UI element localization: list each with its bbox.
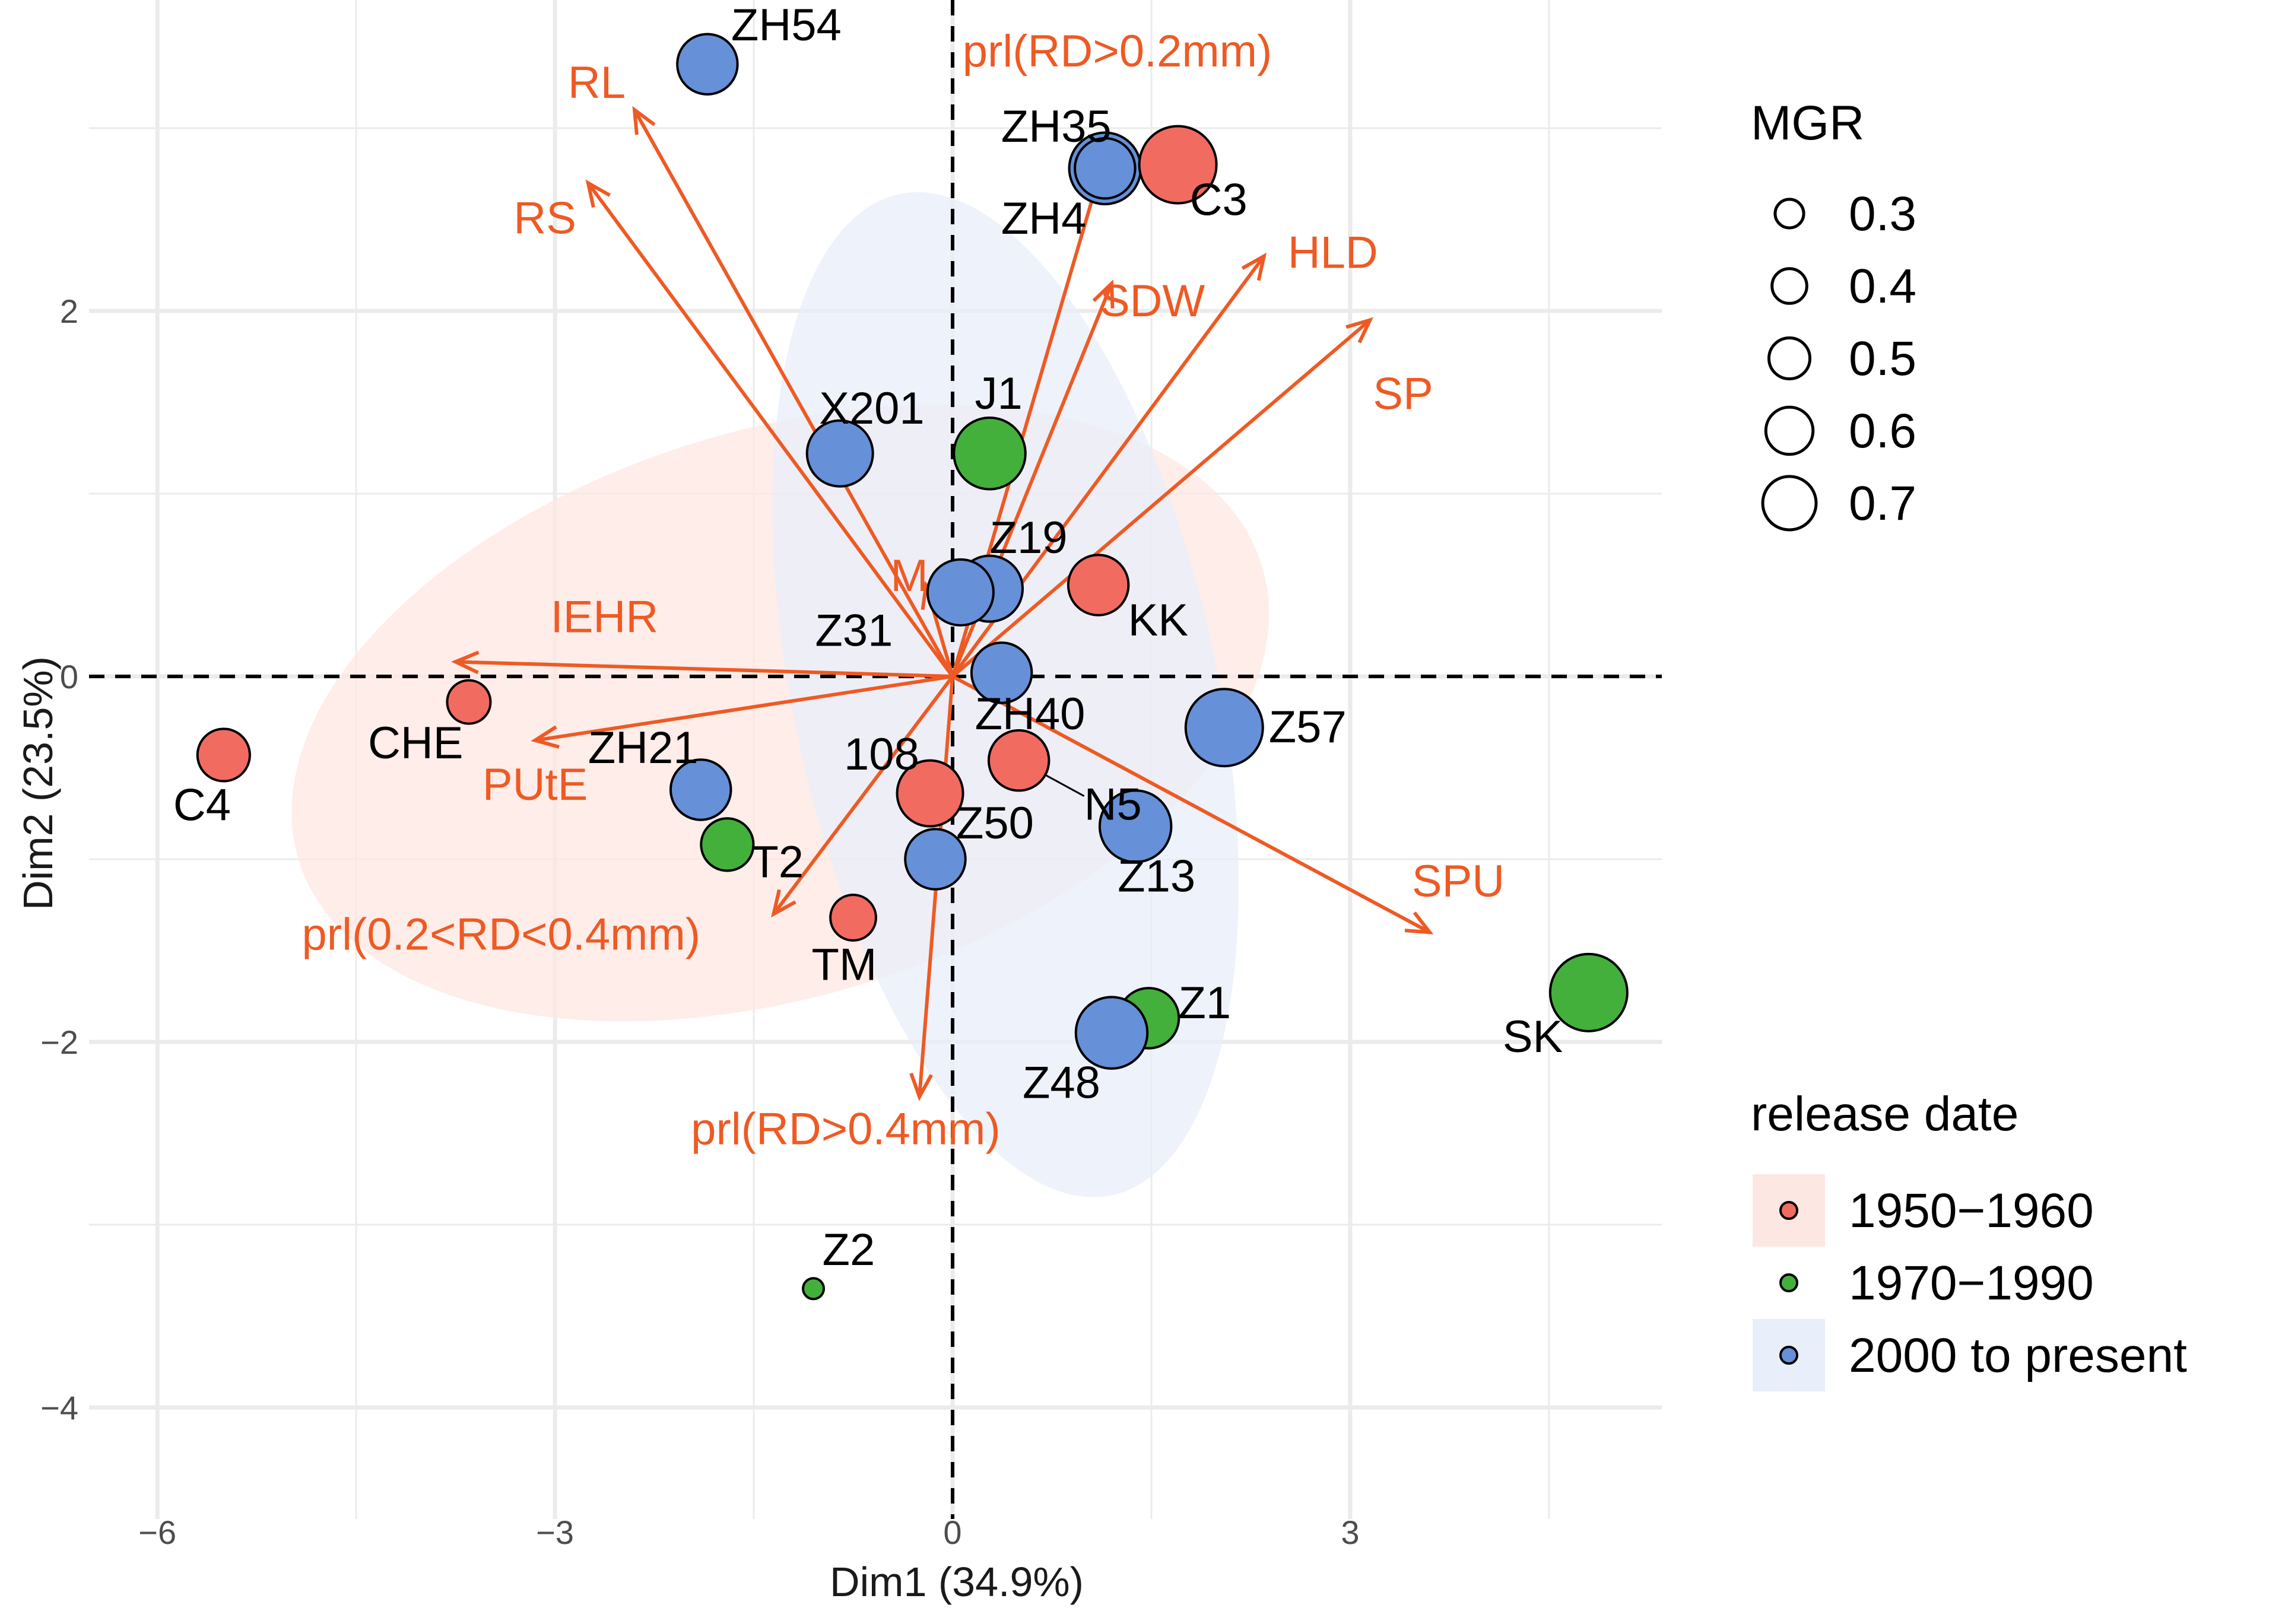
arrow-SP xyxy=(951,317,1373,678)
point-label: Z31 xyxy=(815,605,893,656)
size-legend-label: 0.6 xyxy=(1849,404,1916,458)
point-Z2 xyxy=(802,1277,826,1301)
size-legend-key xyxy=(1761,475,1818,532)
point-label: T2 xyxy=(751,837,804,887)
y-tick-label: 0 xyxy=(60,658,78,695)
variable-label: RS xyxy=(513,193,576,243)
color-legend-label: 1950−1960 xyxy=(1849,1184,2094,1238)
size-legend-label: 0.5 xyxy=(1849,332,1916,386)
color-legend-label: 2000 to present xyxy=(1849,1329,2187,1383)
size-legend-label: 0.3 xyxy=(1849,187,1916,241)
point-X201 xyxy=(805,419,874,488)
x-axis-title: Dim1 (34.9%) xyxy=(830,1559,1084,1605)
color-legend-label: 1970−1990 xyxy=(1849,1256,2094,1310)
point-label: Z1 xyxy=(1178,978,1231,1028)
point-SK xyxy=(1548,952,1629,1032)
point-KK xyxy=(1067,554,1130,616)
point-label: ZH4 xyxy=(1001,193,1087,244)
point-label: ZH35 xyxy=(1001,101,1112,152)
size-legend-key xyxy=(1770,267,1808,305)
x-tick-label: −3 xyxy=(536,1514,574,1551)
size-legend-key xyxy=(1764,405,1815,456)
y-tick-label: −2 xyxy=(40,1024,78,1061)
color-legend-title: release date xyxy=(1751,1087,2019,1141)
arrow-RL xyxy=(632,106,954,678)
color-legend-key xyxy=(1779,1273,1798,1292)
point-label: ZH54 xyxy=(731,0,842,50)
variable-label: IEHR xyxy=(551,592,659,642)
variable-label: RL xyxy=(568,58,626,108)
y-tick-label: 2 xyxy=(60,293,78,330)
individual-points xyxy=(196,33,1629,1301)
point-label: N5 xyxy=(1084,780,1142,830)
legend: MGR release date 0.3 0.4 0.5 0.6 0.7 1950−196… xyxy=(1751,96,2187,1391)
point-label: TM xyxy=(812,940,877,990)
y-tick-label: −4 xyxy=(40,1389,78,1426)
x-tick-label: −6 xyxy=(138,1514,176,1551)
size-legend-label: 0.7 xyxy=(1849,476,1916,530)
variable-label: M xyxy=(890,551,928,601)
point-label: Z48 xyxy=(1023,1058,1100,1108)
size-legend-title: MGR xyxy=(1751,96,1864,150)
point-label: Z57 xyxy=(1269,702,1347,752)
point-label: Z13 xyxy=(1118,851,1195,902)
point-J1 xyxy=(953,416,1027,491)
point-label: C3 xyxy=(1190,175,1248,225)
point-CHE xyxy=(446,679,492,725)
point-Z48 xyxy=(1074,996,1149,1070)
point-label: Z19 xyxy=(990,513,1068,563)
y-axis-title: Dim2 (23.5%) xyxy=(15,656,61,910)
point-label: SK xyxy=(1503,1012,1563,1062)
zero-lines xyxy=(89,0,1662,1519)
variable-label: SP xyxy=(1373,368,1433,419)
variable-arrows: RL RS prl(RD>0.2mm) SDW HLD SP M IEHR PUtE SPU prl… xyxy=(302,26,1505,1154)
arrow-PUtE xyxy=(531,675,953,749)
arrow-prl(0.2<RD<0.4mm) xyxy=(771,675,954,918)
point-label: J1 xyxy=(975,368,1023,419)
point-label: ZH40 xyxy=(975,689,1086,739)
point-Z31 xyxy=(926,558,995,627)
point-label: X201 xyxy=(819,383,925,434)
point-label: Z2 xyxy=(823,1225,875,1275)
point-ZH54 xyxy=(676,33,739,96)
point-C3 xyxy=(1138,125,1218,205)
variable-label: prl(RD>0.2mm) xyxy=(963,26,1272,77)
point-T2 xyxy=(700,817,755,872)
point-Z50 xyxy=(904,828,967,891)
variable-label: HLD xyxy=(1288,228,1378,278)
point-label: KK xyxy=(1128,595,1188,646)
axes: Dim1 (34.9%) Dim2 (23.5%) −6 −3 0 3 −4 −2 0 2 xyxy=(15,293,1359,1605)
variable-label: prl(0.2<RD<0.4mm) xyxy=(302,909,701,959)
point-ZH4 xyxy=(1074,137,1137,200)
arrow-SPU xyxy=(951,675,1434,935)
point-ZH40 xyxy=(970,641,1033,704)
point-C4 xyxy=(196,727,251,783)
color-legend-key xyxy=(1779,1346,1798,1365)
size-legend-key xyxy=(1773,198,1805,230)
point-Z57 xyxy=(1184,688,1264,768)
variable-label: prl(RD>0.4mm) xyxy=(691,1104,1001,1154)
point-N5 xyxy=(987,729,1051,792)
variable-label: PUtE xyxy=(483,759,588,810)
arrow-IEHR xyxy=(451,650,953,678)
size-legend-key xyxy=(1767,336,1812,381)
variable-label: SDW xyxy=(1100,276,1205,326)
point-Z13 xyxy=(1098,789,1173,863)
point-label: CHE xyxy=(368,718,463,768)
point-label: 108 xyxy=(844,729,919,780)
color-legend-key xyxy=(1779,1201,1798,1220)
point-108 xyxy=(896,759,964,828)
point-ZH21 xyxy=(669,758,732,821)
point-label: ZH21 xyxy=(588,723,699,773)
point-TM xyxy=(829,894,877,942)
arrow-RS xyxy=(585,179,954,678)
x-tick-label: 0 xyxy=(943,1514,961,1551)
x-tick-label: 3 xyxy=(1341,1514,1359,1551)
size-legend-label: 0.4 xyxy=(1849,259,1916,313)
point-label: C4 xyxy=(173,780,231,830)
point-label: Z50 xyxy=(956,798,1034,848)
point-labels: ZH54 ZH35 C3 ZH4 X201 J1 Z19 Z31 KK ZH40 Z57 CHE C4 Z… xyxy=(173,0,1563,1275)
variable-label: SPU xyxy=(1412,856,1505,907)
